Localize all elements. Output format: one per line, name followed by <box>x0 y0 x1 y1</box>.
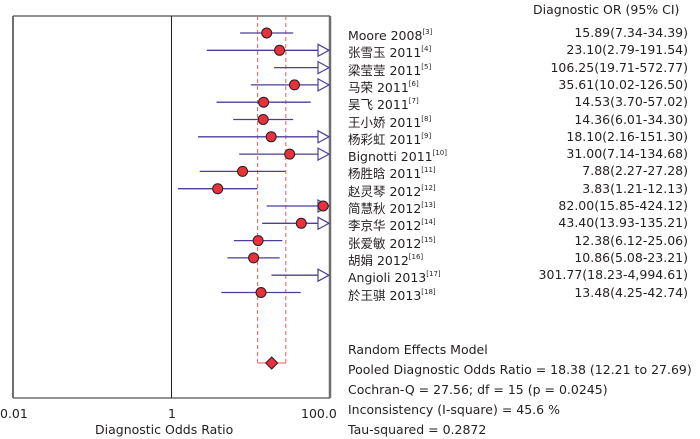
study-name: 张雪玉 2011 <box>348 45 422 61</box>
x-tick-label: 100.0 <box>301 406 337 421</box>
study-name: Moore 2008 <box>348 28 423 43</box>
study-label: Angioli 2013[17] <box>348 266 441 286</box>
summary-stat: Random Effects Model <box>348 342 488 357</box>
study-label: 张雪玉 2011[4] <box>348 41 431 61</box>
study-label: 胡娟 2012[16] <box>348 249 423 269</box>
study-label: 王小娇 2011[8] <box>348 111 431 131</box>
study-or-ci: 13.48(4.25-42.74) <box>574 284 688 300</box>
study-name: 马荣 2011 <box>348 79 409 95</box>
study-label: 梁莹莹 2011[5] <box>348 59 431 79</box>
study-reference: [12] <box>421 183 436 192</box>
study-label: 杨彩虹 2011[9] <box>348 128 431 148</box>
study-name: 於王骐 2013 <box>348 287 422 303</box>
study-reference: [4] <box>421 45 432 54</box>
study-name: 张爱敏 2012 <box>348 235 422 251</box>
x-tick-label: 1 <box>168 406 176 421</box>
ci-arrow <box>317 43 331 58</box>
x-tick-label: 0.01 <box>0 406 28 421</box>
study-point <box>288 79 300 91</box>
study-label: 马荣 2011[6] <box>348 76 419 96</box>
study-reference: [3] <box>422 28 433 36</box>
study-reference: [8] <box>421 114 432 123</box>
study-or-ci: 15.89(7.34-34.39) <box>574 25 688 40</box>
study-name: Angioli 2013 <box>348 270 427 286</box>
study-or-ci: 18.10(2.16-151.30) <box>566 128 688 144</box>
study-name: Bignotti 2011 <box>348 149 433 165</box>
study-reference: [5] <box>421 62 432 71</box>
study-point <box>265 131 277 143</box>
study-label: 吴飞 2011[7] <box>348 93 419 113</box>
study-point <box>255 287 267 298</box>
study-or-ci: 82.00(15.85-424.12) <box>558 198 688 213</box>
ci-arrow <box>317 77 331 92</box>
study-label: Bignotti 2011[10] <box>348 145 447 165</box>
study-label: 於王骐 2013[18] <box>348 284 436 304</box>
study-reference: [11] <box>421 166 436 175</box>
study-reference: [10] <box>432 149 447 158</box>
study-or-ci: 7.88(2.27-27.28) <box>582 163 688 179</box>
study-reference: [18] <box>421 287 436 296</box>
study-or-ci: 35.61(10.02-126.50) <box>558 76 688 92</box>
study-name: 胡娟 2012 <box>348 252 409 268</box>
study-name: 杨彩虹 2011 <box>348 131 422 147</box>
study-reference: [14] <box>421 218 436 227</box>
study-or-ci: 301.77(18.23-4,994.61) <box>538 267 688 283</box>
study-point <box>237 165 249 177</box>
study-point <box>258 96 270 108</box>
study-or-ci: 23.10(2.79-191.54) <box>566 42 688 58</box>
summary-stat: Cochran-Q = 27.56; df = 15 (p = 0.0245) <box>348 382 608 397</box>
study-reference: [6] <box>408 79 419 88</box>
ci-arrow <box>317 60 331 75</box>
study-or-ci: 3.83(1.21-12.13) <box>582 180 688 196</box>
summary-stat: Inconsistency (I-square) = 45.6 % <box>348 402 560 417</box>
study-label: 李京华 2012[14] <box>348 214 436 234</box>
study-point <box>274 44 286 56</box>
study-point <box>212 183 224 195</box>
ci-arrow <box>317 216 331 231</box>
study-name: 吴飞 2011 <box>348 97 409 113</box>
study-or-ci: 10.86(5.08-23.21) <box>574 249 688 265</box>
study-name: 梁莹莹 2011 <box>348 62 422 78</box>
study-or-ci: 43.40(13.93-135.21) <box>558 215 688 231</box>
study-label: 赵灵琴 2012[12] <box>348 180 436 200</box>
study-reference: [7] <box>408 97 419 106</box>
study-reference: [16] <box>408 252 424 261</box>
study-reference: [9] <box>421 131 432 140</box>
study-point <box>252 235 264 247</box>
column-header: Diagnostic OR (95% CI) <box>533 2 680 17</box>
study-name: 简慧秋 2012 <box>348 201 422 216</box>
study-point <box>248 252 260 264</box>
ci-arrow <box>317 129 331 144</box>
study-or-ci: 14.36(6.01-34.30) <box>574 111 688 127</box>
study-label: 简慧秋 2012[13] <box>348 197 436 217</box>
pooled-diamond <box>264 356 279 370</box>
study-reference: [13] <box>421 201 436 209</box>
ci-arrow <box>317 147 331 162</box>
study-or-ci: 31.00(7.14-134.68) <box>566 146 688 162</box>
study-point <box>261 27 273 39</box>
study-or-ci: 106.25(19.71-572.77) <box>550 59 688 75</box>
study-point <box>257 114 269 125</box>
study-reference: [15] <box>421 235 436 244</box>
study-label: 张爱敏 2012[15] <box>348 232 436 252</box>
ci-arrow <box>317 268 331 283</box>
study-point <box>295 217 307 229</box>
summary-stat: Tau-squared = 0.2872 <box>348 422 487 437</box>
study-label: Moore 2008[3] <box>348 24 432 44</box>
study-name: 杨胜晗 2011 <box>348 166 422 182</box>
x-axis-label: Diagnostic Odds Ratio <box>95 422 234 437</box>
study-or-ci: 14.53(3.70-57.02) <box>574 94 688 110</box>
study-name: 王小娇 2011 <box>348 114 422 130</box>
study-reference: [17] <box>426 270 441 279</box>
study-label: 杨胜晗 2011[11] <box>348 162 436 182</box>
study-point <box>317 200 329 212</box>
study-name: 李京华 2012 <box>348 218 422 234</box>
study-point <box>284 148 296 160</box>
forest-plot <box>12 15 332 399</box>
study-name: 赵灵琴 2012 <box>348 183 422 199</box>
summary-stat: Pooled Diagnostic Odds Ratio = 18.38 (12… <box>348 362 692 377</box>
study-or-ci: 12.38(6.12-25.06) <box>574 232 688 248</box>
